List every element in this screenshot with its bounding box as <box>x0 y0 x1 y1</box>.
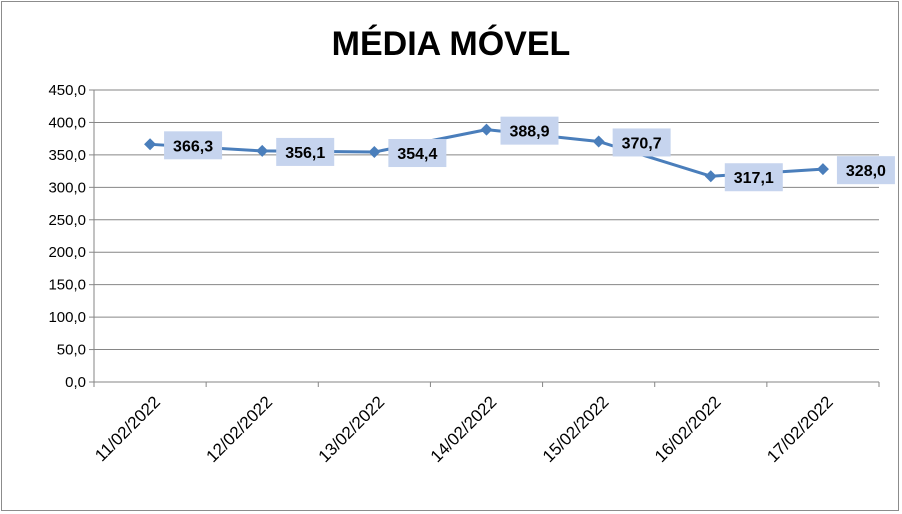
data-point-marker <box>816 163 829 176</box>
data-point-marker <box>368 146 381 159</box>
data-label-text: 354,4 <box>397 146 437 163</box>
data-label: 370,7 <box>612 128 671 157</box>
data-label-box <box>724 163 783 192</box>
x-tick-label: 14/02/2022 <box>427 392 501 466</box>
data-label: 328,0 <box>836 156 895 185</box>
data-label-box <box>500 116 559 145</box>
chart-title: MÉDIA MÓVEL <box>332 25 571 63</box>
x-tick-label: 11/02/2022 <box>91 392 164 465</box>
data-point-marker <box>144 138 157 151</box>
data-point-marker <box>480 123 493 136</box>
data-label-text: 366,3 <box>173 138 213 155</box>
series-line <box>149 128 824 178</box>
gridlines <box>94 89 879 351</box>
x-tick-label: 17/02/2022 <box>763 392 837 466</box>
y-tick-label: 350,0 <box>48 147 86 164</box>
data-label: 354,4 <box>388 139 447 168</box>
data-label-text: 370,7 <box>622 135 662 152</box>
data-label: 317,1 <box>724 163 783 192</box>
data-label-text: 388,9 <box>509 124 549 141</box>
y-tick-label: 400,0 <box>48 114 86 131</box>
y-tick-label: 250,0 <box>48 212 86 229</box>
y-tick-label: 300,0 <box>48 179 86 196</box>
data-label-text: 356,1 <box>285 145 325 162</box>
y-tick-label: 50,0 <box>57 342 86 359</box>
data-point-marker <box>592 135 605 148</box>
y-tick-label: 450,0 <box>48 82 86 99</box>
x-tick-label: 15/02/2022 <box>539 392 613 466</box>
data-label-box <box>388 139 447 168</box>
x-tick-label: 16/02/2022 <box>651 392 725 466</box>
y-tick-label: 200,0 <box>48 244 86 261</box>
x-tick-label: 13/02/2022 <box>315 392 389 466</box>
data-label-box <box>164 131 223 160</box>
x-tick-label: 12/02/2022 <box>203 392 277 466</box>
data-label-box <box>612 128 671 157</box>
y-tick-label: 0,0 <box>65 374 86 391</box>
data-label-text: 317,1 <box>734 170 774 187</box>
series <box>144 123 829 183</box>
data-label-box <box>276 137 335 166</box>
data-label: 356,1 <box>276 137 335 166</box>
data-label-box <box>836 156 895 185</box>
data-label-text: 328,0 <box>846 163 886 180</box>
data-point-marker <box>256 144 269 157</box>
data-labels: 366,3 356,1 354,4 388,9 370,7 317,1 328,0 <box>164 116 895 192</box>
y-tick-label: 100,0 <box>48 309 86 326</box>
data-point-marker <box>704 170 717 183</box>
y-tick-label: 150,0 <box>48 277 86 294</box>
data-label: 388,9 <box>500 116 559 145</box>
data-label: 366,3 <box>164 131 223 160</box>
